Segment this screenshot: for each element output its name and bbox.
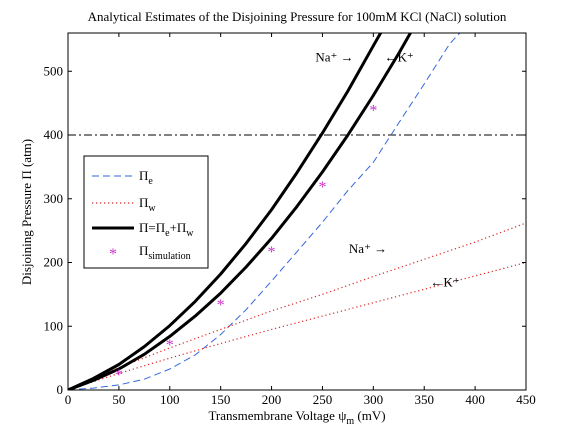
legend-label-simulation: Πsimulation <box>139 243 191 262</box>
y-tick-label: 200 <box>44 255 64 270</box>
legend-label-pi-total: Π=Πe+Πw <box>139 220 194 239</box>
y-axis-label: Disjoining Pressure Π (atm) <box>19 139 34 285</box>
simulation-point: * <box>115 367 123 384</box>
x-tick-label: 400 <box>465 392 485 407</box>
legend-box <box>83 155 209 269</box>
x-tick-label: 150 <box>211 392 231 407</box>
legend-label-pi-e: Πe <box>139 168 153 187</box>
x-tick-label: 300 <box>364 392 384 407</box>
y-tick-label: 500 <box>44 63 64 78</box>
x-tick-label: 100 <box>160 392 180 407</box>
ion-annotation: Na⁺ → <box>315 50 353 65</box>
x-tick-label: 450 <box>516 392 536 407</box>
simulation-points: * * * * * * <box>115 103 377 385</box>
ion-annotation: ←K⁺ <box>385 50 414 65</box>
legend: Πe Πw Π=Πe+Πw * Πsimulation <box>83 155 209 269</box>
simulation-point: * <box>369 103 377 120</box>
x-axis-ticks: 0 50 100 150 200 250 300 350 400 450 <box>65 33 536 407</box>
series-layer <box>68 33 526 390</box>
annotations: Na⁺ → ←K⁺ Na⁺ → ←K⁺ <box>315 50 459 290</box>
y-tick-label: 400 <box>44 127 64 142</box>
ion-annotation: ←K⁺ <box>430 275 459 290</box>
series-line-3 <box>68 33 383 390</box>
legend-swatch-simulation: * <box>109 246 117 263</box>
simulation-point: * <box>268 244 276 261</box>
x-axis-label: Transmembrane Voltage ψm (mV) <box>208 408 385 427</box>
y-axis-ticks: 0 100 200 300 400 500 <box>44 63 526 397</box>
y-tick-label: 300 <box>44 191 64 206</box>
y-tick-label: 100 <box>44 318 64 333</box>
x-tick-label: 0 <box>65 392 72 407</box>
series-line-4 <box>68 33 413 390</box>
x-tick-label: 350 <box>414 392 434 407</box>
x-tick-label: 200 <box>262 392 282 407</box>
simulation-point: * <box>166 337 174 354</box>
x-tick-label: 50 <box>112 392 125 407</box>
simulation-point: * <box>217 297 225 314</box>
series-line-2 <box>68 261 526 390</box>
series-line-0 <box>68 33 461 390</box>
chart-title: Analytical Estimates of the Disjoining P… <box>88 9 507 24</box>
y-tick-label: 0 <box>57 382 64 397</box>
legend-label-pi-w: Πw <box>139 195 156 214</box>
x-tick-label: 250 <box>313 392 333 407</box>
simulation-point: * <box>318 179 326 196</box>
ion-annotation: Na⁺ → <box>349 241 387 256</box>
plot-frame <box>67 32 527 391</box>
